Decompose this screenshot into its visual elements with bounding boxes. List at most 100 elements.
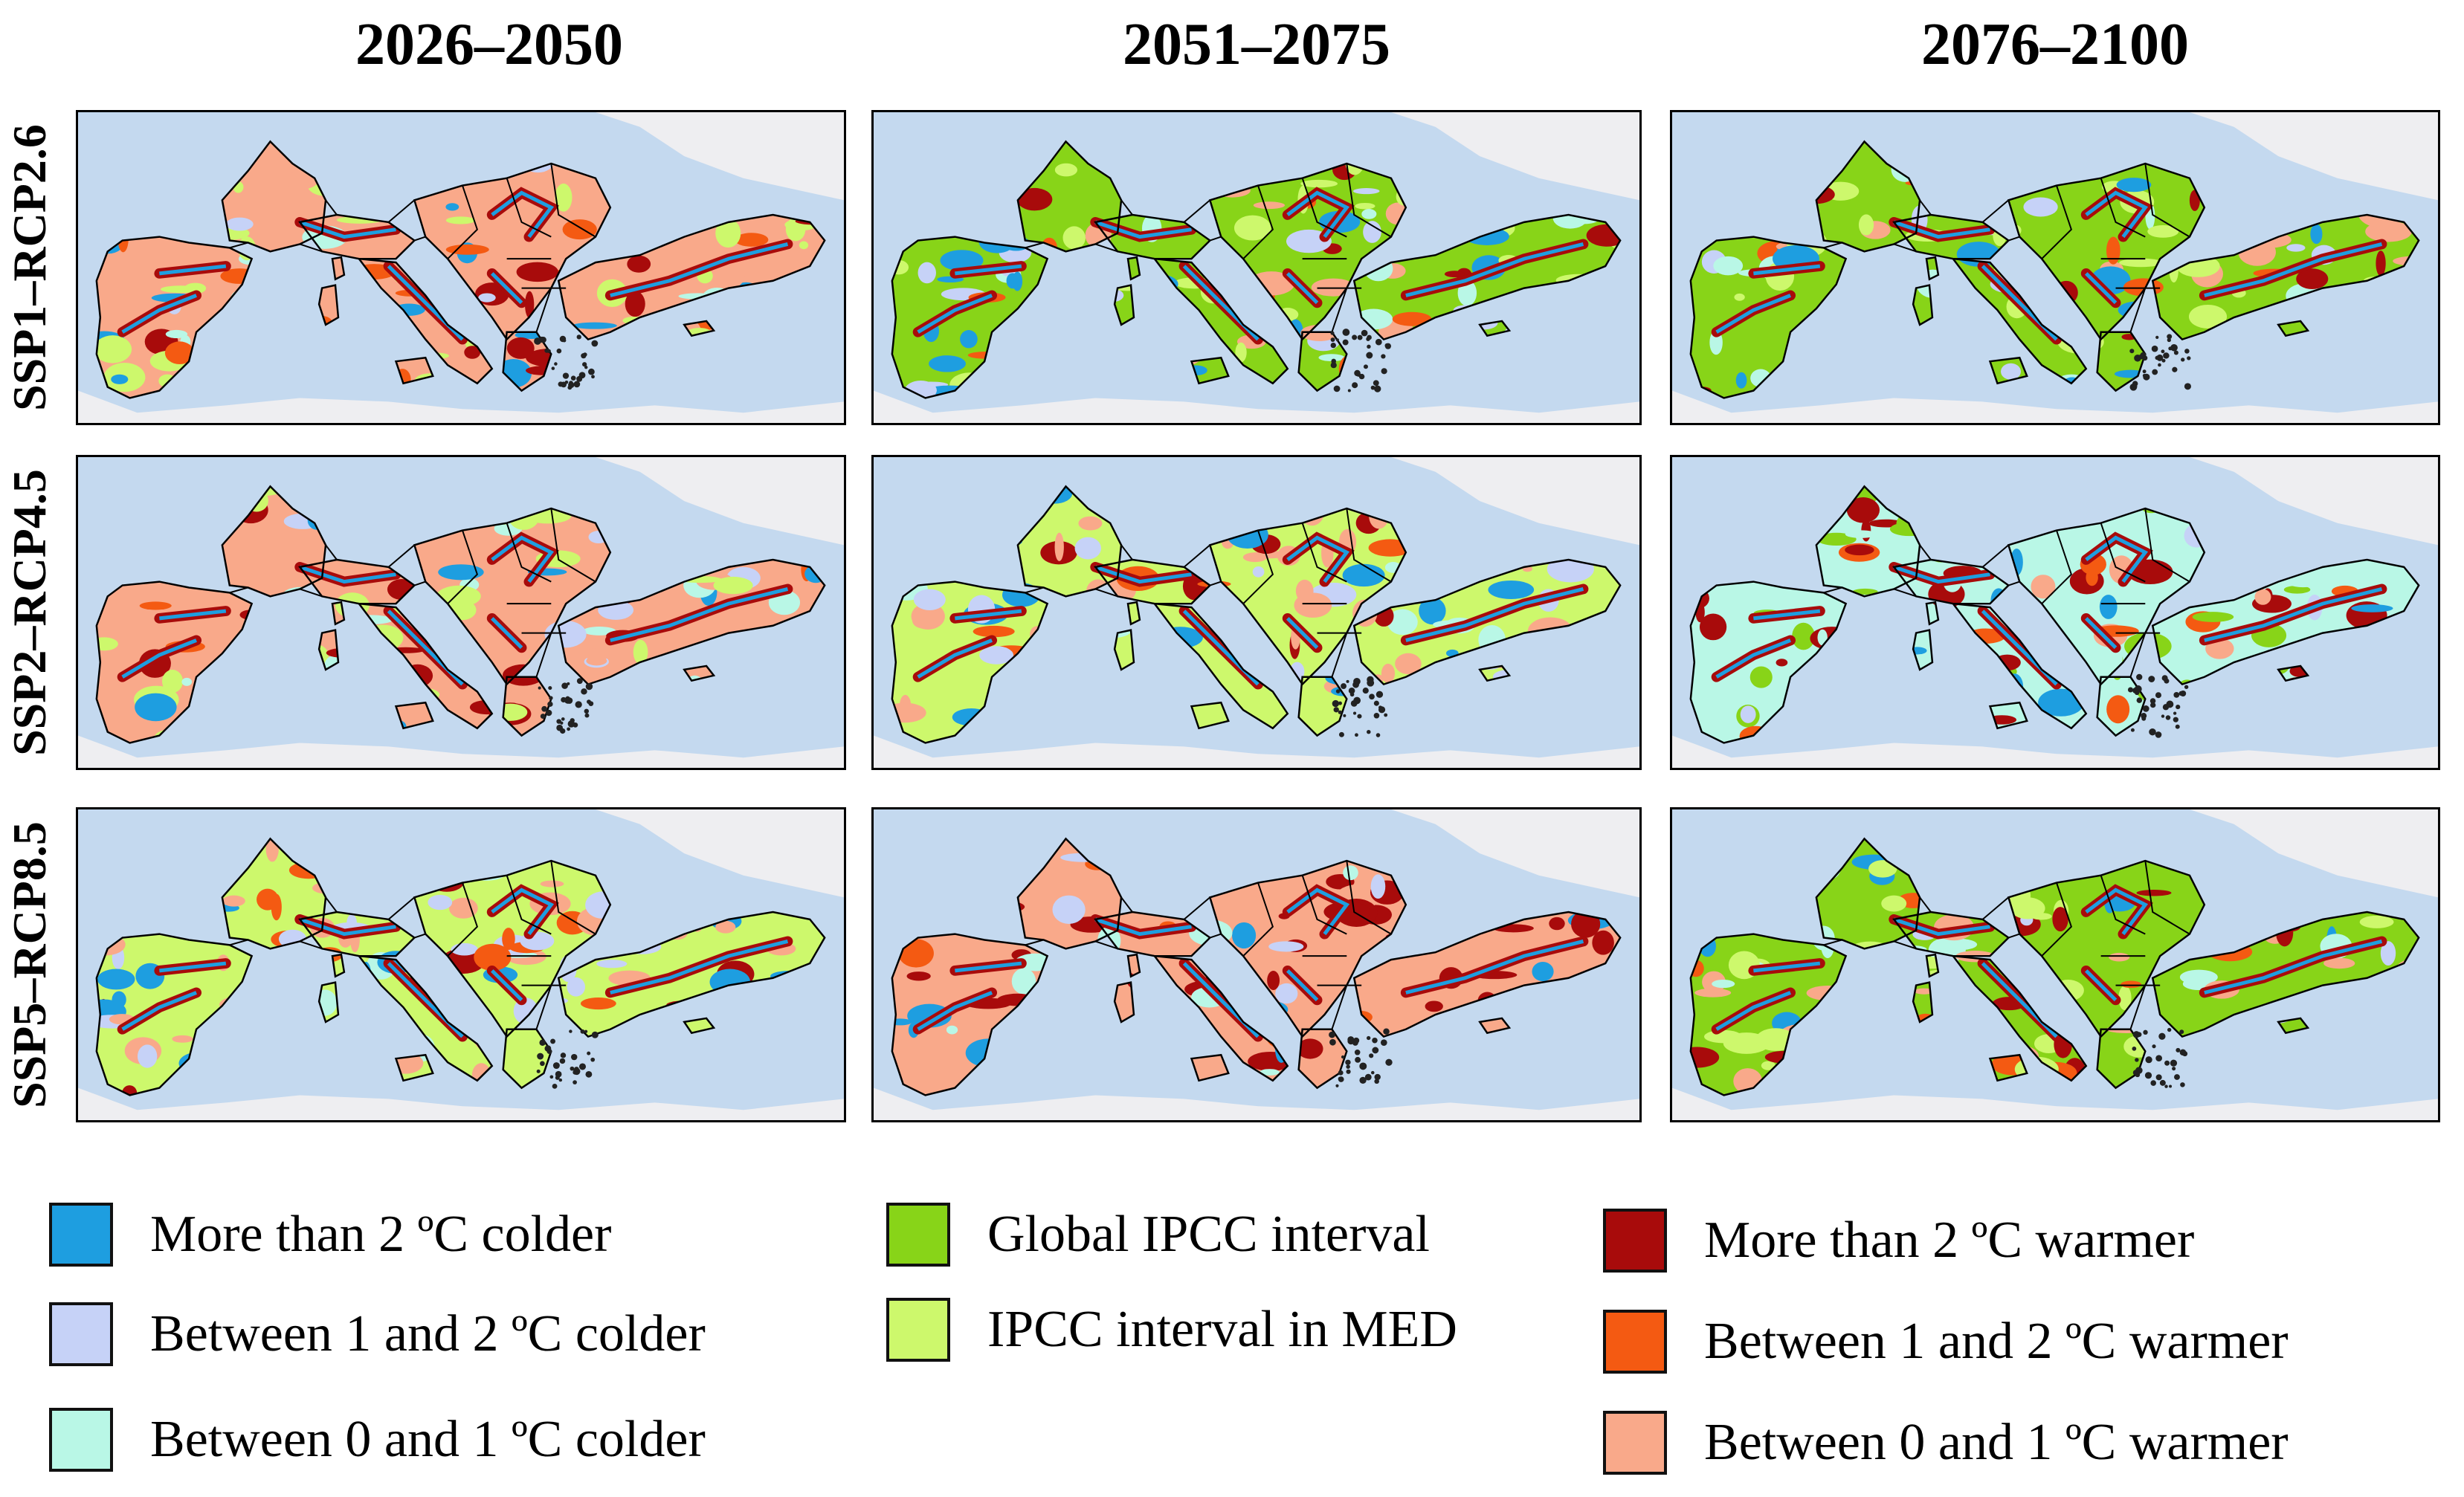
coastline [1689, 581, 1848, 744]
island [1342, 339, 1349, 346]
climate-patch [1694, 988, 1732, 998]
climate-patch [1549, 916, 1565, 931]
legend-label: IPCC interval in MED [987, 1301, 1457, 1358]
island [2176, 1047, 2181, 1053]
climate-patch [445, 244, 489, 255]
island [2173, 350, 2178, 355]
climate-patch [2192, 612, 2234, 622]
island [1338, 710, 1342, 714]
country-border [1919, 199, 1932, 216]
climate-patch [1016, 187, 1053, 211]
coastline [2277, 1017, 2310, 1035]
coastline [1912, 981, 1934, 1024]
country-border [1893, 588, 1917, 598]
climate-patch [1488, 580, 1535, 599]
climate-patch [1548, 560, 1564, 575]
island [2184, 383, 2191, 390]
legend-swatch [1603, 1310, 1667, 1374]
climate-patch [1914, 988, 1935, 995]
climate-patch [2359, 915, 2394, 928]
country-border [1025, 242, 1044, 249]
climate-patch [1381, 663, 1396, 683]
island [1383, 1028, 1390, 1035]
climate-patch [445, 216, 476, 224]
climate-patch [567, 977, 586, 997]
legend-label: Between 1 and 2 ºC warmer [1704, 1313, 2289, 1370]
island [1347, 389, 1351, 392]
island [2136, 673, 2143, 680]
climate-patch [1260, 1069, 1280, 1076]
island [2133, 384, 2138, 389]
non-study-land [874, 112, 1639, 423]
coastline [317, 981, 340, 1024]
island [2135, 1058, 2139, 1062]
climate-patch [2023, 197, 2058, 217]
island [585, 682, 593, 691]
island [2181, 358, 2185, 362]
coastline [1925, 953, 1940, 978]
country-border [2041, 185, 2073, 259]
coastline [683, 320, 716, 337]
climate-patch [2254, 589, 2271, 605]
island [581, 688, 587, 695]
coastline [557, 558, 826, 686]
country-border [387, 199, 416, 223]
climate-patch [2376, 250, 2386, 277]
country-border [229, 939, 248, 946]
island [569, 1029, 573, 1033]
coastline [1352, 213, 1622, 341]
climate-patch [516, 262, 558, 282]
climate-patch [1267, 970, 1280, 990]
climate-patch [581, 998, 616, 1010]
island [549, 696, 553, 700]
climate-patch [122, 1085, 138, 1096]
climate-patch [2296, 268, 2329, 290]
coastline [1925, 256, 1940, 281]
island [2143, 373, 2150, 381]
island [550, 1038, 556, 1044]
country-border [1094, 243, 1118, 253]
climate-patch [1419, 597, 1446, 625]
country-border [1025, 586, 1044, 594]
coastline [1951, 954, 2088, 1082]
map-panel-SSP2–RCP4.5-2076–2100 [1670, 455, 2440, 770]
row-label-ssp1: SSP1–RCP2.6 [3, 124, 56, 411]
island [1355, 1056, 1361, 1063]
climate-patch [1078, 516, 1103, 531]
island [2167, 1027, 2172, 1032]
coastline [502, 1028, 552, 1090]
legend-item-between-0-1-warmer: Between 0 and 1 ºC warmer [1603, 1411, 2289, 1475]
column-title-2026-2050: 2026–2050 [355, 12, 623, 77]
island [570, 375, 576, 381]
legend-swatch [1603, 1209, 1667, 1273]
climate-patch [1318, 354, 1345, 362]
island [584, 365, 588, 369]
island [1369, 1053, 1374, 1058]
country-border [1120, 896, 1133, 913]
island [2149, 728, 2156, 736]
island [1346, 1064, 1350, 1069]
island [2155, 1055, 2163, 1061]
island [1330, 362, 1337, 369]
island [539, 1039, 546, 1046]
coastline [557, 213, 826, 341]
island [561, 696, 567, 703]
coastline [1208, 859, 1407, 1038]
climate-patch [1816, 532, 1857, 546]
island [2152, 369, 2158, 375]
climate-patch [438, 564, 484, 581]
climate-patch [1532, 962, 1554, 982]
country-border [550, 508, 596, 583]
map-panel-SSP5–RCP8.5-2076–2100 [1670, 807, 2440, 1122]
legend-swatch [886, 1203, 950, 1267]
coastline [1988, 1053, 2028, 1082]
island [591, 375, 595, 379]
country-border [1094, 940, 1118, 950]
island [2137, 1070, 2141, 1073]
climate-patch [2052, 907, 2068, 932]
coastline [1892, 558, 2010, 605]
legend-swatch [49, 1302, 113, 1366]
country-border [325, 199, 338, 216]
island [1381, 354, 1386, 359]
island [538, 686, 541, 690]
